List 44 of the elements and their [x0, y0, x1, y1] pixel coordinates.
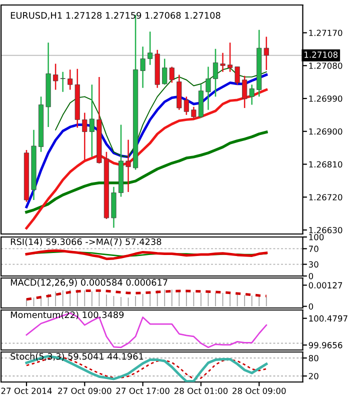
- x-tick-label: 28 Oct 01:00: [174, 388, 228, 394]
- y-tick-label: 1.27080: [309, 62, 342, 69]
- y-tick-label: 99.9656: [308, 342, 342, 348]
- y-tick-label: 70: [308, 246, 318, 252]
- x-tick-label: 27 Oct 2014: [1, 388, 52, 394]
- y-tick-label: 0.00127: [308, 282, 342, 288]
- y-tick-label: 80: [308, 354, 318, 362]
- candlestick: [126, 139, 131, 193]
- y-tick-label: 1.26810: [309, 161, 342, 168]
- candlestick: [212, 48, 218, 98]
- x-tick-label: 27 Oct 09:00: [58, 388, 112, 394]
- line-series: [25, 289, 268, 301]
- y-tick-label: 1.27170: [309, 30, 342, 36]
- candlestick: [228, 42, 233, 72]
- chart-title: RSI(14) 59.3066 ->MA(7) 57.4238: [10, 238, 162, 246]
- y-tick-label: 1.26990: [309, 95, 342, 102]
- y-tick-label: 20: [308, 372, 318, 380]
- x-tick-label: 28 Oct 09:00: [232, 388, 286, 394]
- y-tick-label: 1.26720: [309, 194, 342, 200]
- y-tick-label: 0: [308, 272, 314, 280]
- y-tick-label: 0: [308, 303, 314, 310]
- text: EURUSD,H1 1.27128 1.27159 1.27068 1.27108: [10, 12, 220, 20]
- y-tick-label: 100: [309, 234, 324, 240]
- line-series: [25, 130, 268, 214]
- candlestick: [60, 71, 66, 93]
- y-tick-label: 1.26630: [309, 226, 342, 234]
- chart-title: MACD(12,26,9) 0.000584 0.000617: [10, 278, 168, 287]
- candlestick: [249, 84, 254, 106]
- candlestick: [53, 63, 58, 90]
- line-series: [25, 249, 268, 260]
- candlestick: [234, 66, 240, 86]
- candlestick: [82, 112, 88, 160]
- candlestick: [191, 106, 196, 120]
- x-tick-label: 27 Oct 17:00: [116, 388, 170, 394]
- candlestick: [220, 52, 226, 72]
- ref-line-label: 1.27108: [304, 52, 338, 58]
- y-tick-label: 100.4797: [309, 315, 348, 322]
- candlestick: [140, 46, 146, 89]
- candlestick: [148, 31, 153, 66]
- candlestick: [89, 84, 94, 158]
- y-tick-label: 30: [308, 261, 318, 268]
- candlestick: [206, 66, 211, 110]
- y-tick-label: 1.26900: [309, 128, 342, 135]
- candlestick: [184, 96, 189, 116]
